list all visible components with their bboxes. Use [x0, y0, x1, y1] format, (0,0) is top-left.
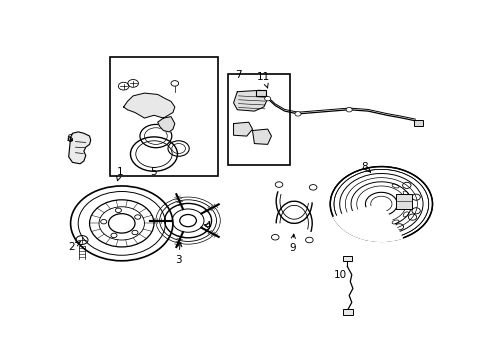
Text: 10: 10: [334, 270, 346, 280]
Text: 9: 9: [288, 234, 295, 253]
Polygon shape: [123, 93, 175, 118]
Bar: [342, 256, 351, 261]
Text: 8: 8: [360, 162, 370, 172]
Polygon shape: [68, 132, 90, 164]
Bar: [110, 57, 218, 176]
Text: 1: 1: [116, 167, 123, 181]
Polygon shape: [233, 90, 267, 111]
Bar: [413, 120, 422, 126]
Polygon shape: [158, 117, 175, 132]
Wedge shape: [333, 204, 402, 242]
Bar: [395, 194, 411, 209]
Text: 2: 2: [68, 242, 80, 252]
Bar: [227, 74, 290, 165]
Text: 4: 4: [204, 221, 211, 231]
Text: 7: 7: [235, 70, 241, 80]
Text: 5: 5: [150, 167, 157, 177]
Text: 3: 3: [175, 243, 182, 265]
Circle shape: [264, 96, 270, 101]
Circle shape: [294, 112, 301, 116]
Circle shape: [346, 108, 351, 112]
Polygon shape: [233, 122, 252, 136]
Polygon shape: [252, 129, 271, 144]
Bar: [343, 309, 352, 315]
Text: 11: 11: [257, 72, 270, 88]
Bar: [256, 90, 265, 96]
Text: 6: 6: [66, 134, 73, 144]
